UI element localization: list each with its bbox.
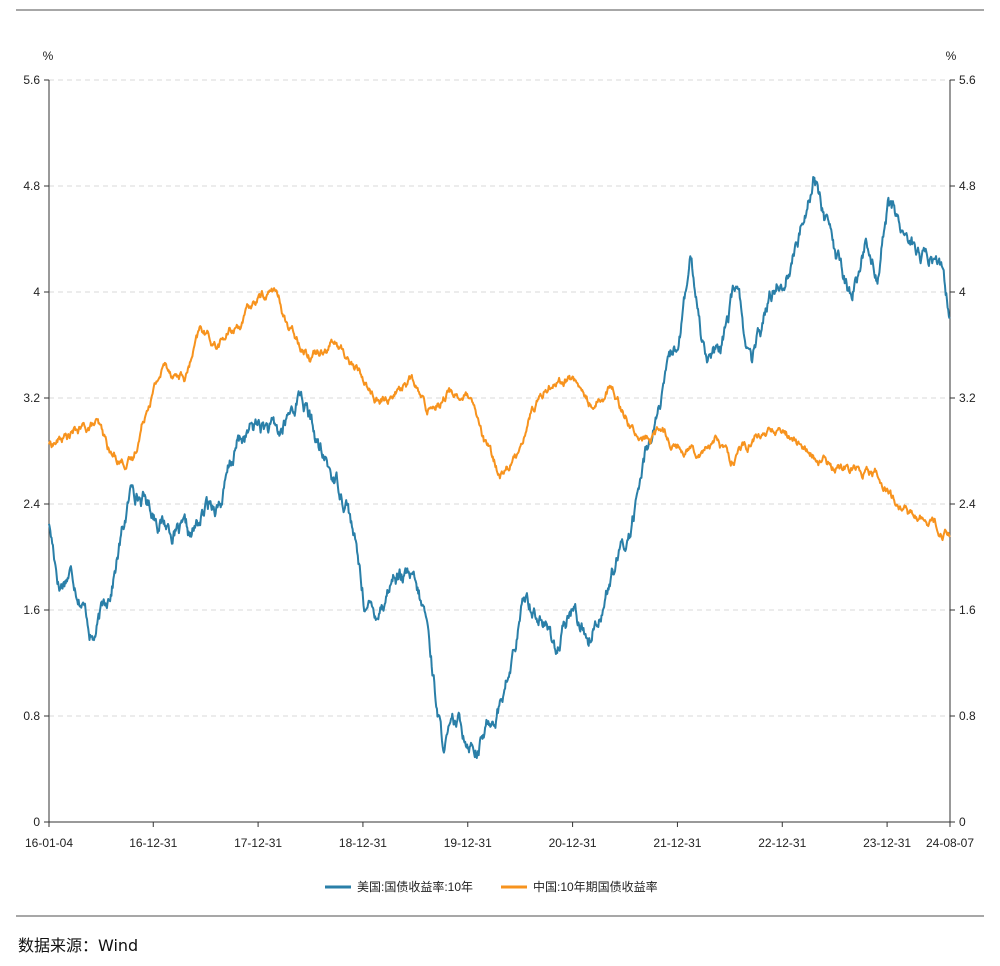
y-tick-label-left: 4.8: [23, 179, 40, 193]
left-unit-label: %: [43, 49, 54, 63]
x-tick-label: 22-12-31: [758, 836, 806, 850]
data-source-label: 数据来源：Wind: [18, 936, 139, 955]
legend: 美国:国债收益率:10年 中国:10年期国债收益率: [325, 879, 658, 894]
x-tick-label: 21-12-31: [653, 836, 701, 850]
x-tick-label: 24-08-07: [926, 836, 974, 850]
y-tick-label-left: 2.4: [23, 497, 40, 511]
ticks: 0 0 0.8 0.8 1.6 1.6 2.4 2.4 3.2 3.2 4 4 4.8 4.8 5.6 5.6…: [23, 73, 976, 850]
axes: [48, 80, 951, 823]
grid-lines: [49, 79, 950, 717]
y-tick-label-left: 1.6: [23, 603, 40, 617]
y-tick-label-left: 4: [33, 285, 40, 299]
x-tick-label: 17-12-31: [234, 836, 282, 850]
series-line-us-10y: [48, 176, 951, 759]
legend-label-cn-10y: 中国:10年期国债收益率: [533, 879, 658, 894]
x-tick-label: 20-12-31: [549, 836, 597, 850]
series-line-cn-10y: [48, 287, 951, 542]
y-tick-label-right: 4.8: [959, 179, 976, 193]
right-unit-label: %: [946, 49, 957, 63]
y-tick-label-right: 5.6: [959, 73, 976, 87]
y-tick-label-right: 4: [959, 285, 966, 299]
y-tick-label-right: 3.2: [959, 391, 976, 405]
y-tick-label-left: 3.2: [23, 391, 40, 405]
x-tick-label: 16-01-04: [25, 836, 73, 850]
y-tick-label-left: 0.8: [23, 709, 40, 723]
x-tick-label: 19-12-31: [444, 836, 492, 850]
x-tick-label: 23-12-31: [863, 836, 911, 850]
y-tick-label-left: 5.6: [23, 73, 40, 87]
y-tick-label-right: 0.8: [959, 709, 976, 723]
legend-label-us-10y: 美国:国债收益率:10年: [357, 879, 473, 894]
y-tick-label-left: 0: [33, 815, 40, 829]
y-tick-label-right: 2.4: [959, 497, 976, 511]
y-tick-label-right: 0: [959, 815, 966, 829]
x-tick-label: 18-12-31: [339, 836, 387, 850]
y-tick-label-right: 1.6: [959, 603, 976, 617]
x-tick-label: 16-12-31: [129, 836, 177, 850]
series: [48, 176, 951, 759]
